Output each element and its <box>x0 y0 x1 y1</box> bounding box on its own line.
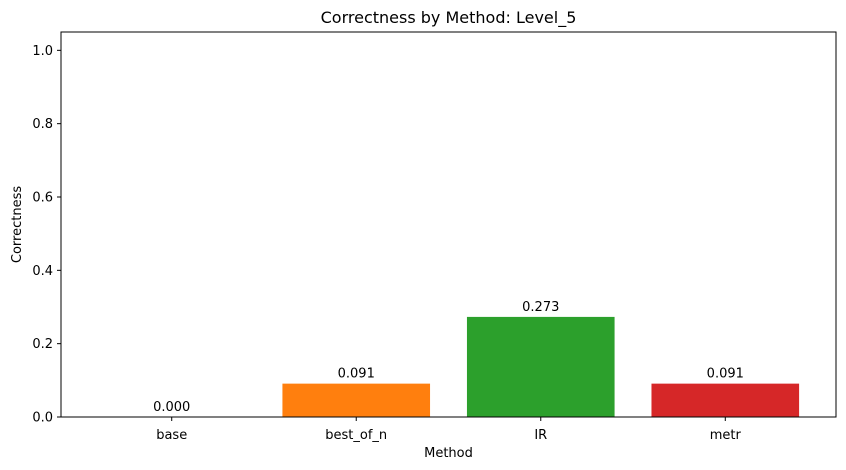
data-label-best_of_n: 0.091 <box>338 367 375 382</box>
bar-IR <box>466 316 615 417</box>
plot-frame <box>60 31 837 418</box>
y-tick-label: 0.6 <box>32 191 53 206</box>
data-label-metr: 0.091 <box>707 367 744 382</box>
x-tick-label: metr <box>710 428 742 443</box>
x-tick-label: best_of_n <box>325 428 387 443</box>
y-tick-label: 0.0 <box>32 411 53 426</box>
chart-title: Correctness by Method: Level_5 <box>321 8 577 28</box>
x-axis-label: Method <box>424 446 473 461</box>
bar-metr <box>651 383 800 417</box>
data-labels-layer: 0.000 0.091 0.273 0.091 <box>153 300 744 415</box>
data-label-base: 0.000 <box>153 400 190 415</box>
x-tick-label: IR <box>534 428 547 443</box>
y-axis: 0.0 0.2 0.4 0.6 0.8 1.0 <box>32 44 61 426</box>
y-tick-label: 0.4 <box>32 264 53 279</box>
x-tick-label: base <box>156 428 187 443</box>
y-tick-label: 0.8 <box>32 117 53 132</box>
x-axis: base best_of_n IR metr <box>156 417 741 443</box>
bars-layer <box>282 316 800 417</box>
y-tick-label: 1.0 <box>32 44 53 59</box>
y-axis-label: Correctness <box>10 186 25 263</box>
y-tick-label: 0.2 <box>32 337 53 352</box>
bar-best_of_n <box>282 383 431 417</box>
data-label-IR: 0.273 <box>522 300 559 315</box>
